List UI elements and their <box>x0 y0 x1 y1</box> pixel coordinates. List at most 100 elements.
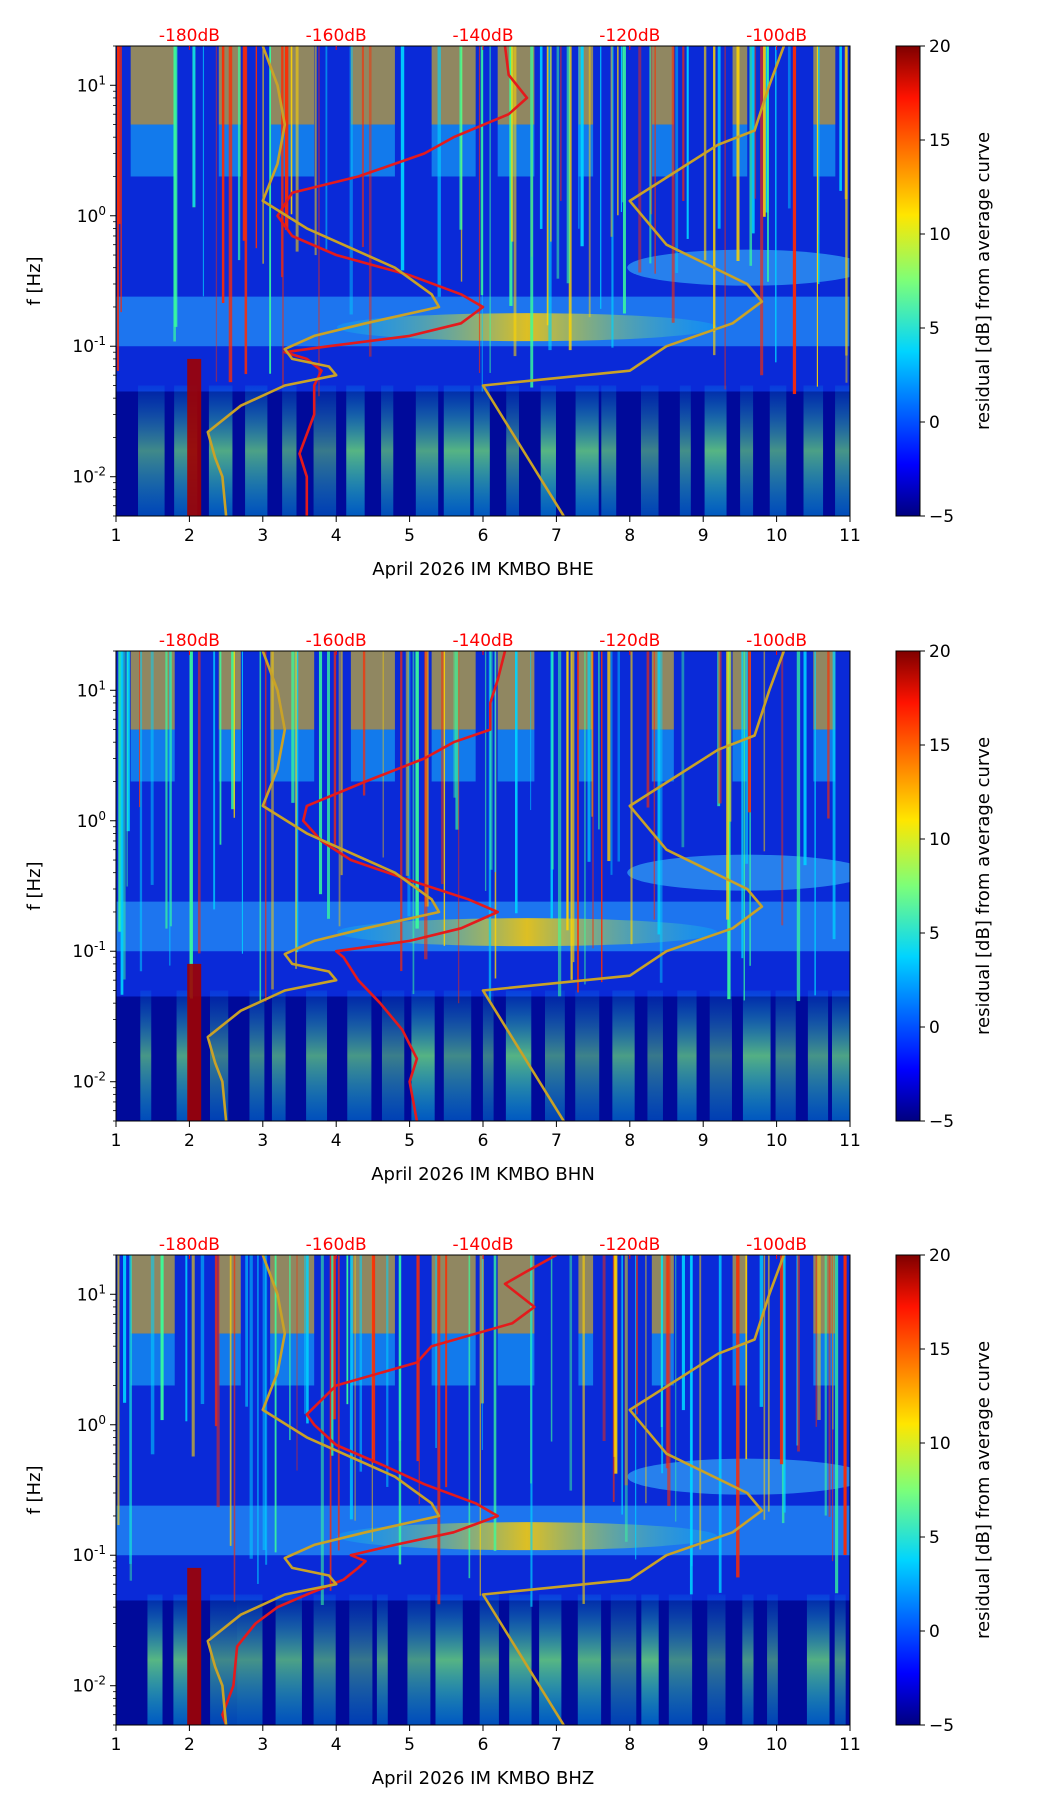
x-tick-label: 3 <box>257 526 268 546</box>
y-tick-label: 10-2 <box>72 1674 106 1697</box>
average-psd-line <box>276 46 529 516</box>
y-tick-label: 101 <box>77 678 106 701</box>
colorbar-tick-label: −5 <box>929 1716 954 1736</box>
x-tick-label: 11 <box>839 1131 861 1151</box>
colorbar <box>895 650 921 1122</box>
x-tick-label: 6 <box>478 1131 489 1151</box>
x-tick-label: 5 <box>404 1735 415 1755</box>
colorbar-tick-label: 15 <box>929 131 951 151</box>
x-axis-label: April 2026 IM KMBO BHE <box>372 559 593 580</box>
x-tick-label: 10 <box>766 526 788 546</box>
noise-model-line <box>206 1255 441 1725</box>
x-tick-label: 1 <box>111 526 122 546</box>
db-axis-label: -140dB <box>452 26 513 46</box>
x-tick-label: 8 <box>624 526 635 546</box>
x-tick-label: 9 <box>698 526 709 546</box>
x-tick-label: 4 <box>331 1735 342 1755</box>
x-tick-label: 3 <box>257 1735 268 1755</box>
colorbar-tick-label: 20 <box>929 642 951 662</box>
colorbar-tick-label: 10 <box>929 830 951 850</box>
db-axis-label: -100dB <box>746 631 807 651</box>
x-tick-label: 2 <box>184 1131 195 1151</box>
x-axis-label: April 2026 IM KMBO BHN <box>371 1164 595 1185</box>
colorbar-label: residual [dB] from average curve <box>973 1341 994 1639</box>
y-tick-label: 100 <box>77 809 106 832</box>
x-tick-label: 3 <box>257 1131 268 1151</box>
y-axis-label: f [Hz] <box>24 861 45 910</box>
colorbar-tick-label: 0 <box>929 1622 940 1642</box>
y-tick-label: 10-2 <box>72 1070 106 1093</box>
db-axis-label: -180dB <box>159 1235 220 1255</box>
db-axis-label: -100dB <box>746 1235 807 1255</box>
average-psd-line <box>221 1255 558 1725</box>
colorbar-tick-label: 15 <box>929 736 951 756</box>
x-tick-label: 7 <box>551 1131 562 1151</box>
y-tick-label: 101 <box>77 73 106 96</box>
x-tick-label: 2 <box>184 526 195 546</box>
db-axis-label: -140dB <box>452 1235 513 1255</box>
colorbar-tick-label: −5 <box>929 507 954 527</box>
x-axis-label: April 2026 IM KMBO BHZ <box>372 1768 594 1789</box>
noise-model-line <box>206 651 441 1121</box>
x-tick-label: 9 <box>698 1131 709 1151</box>
y-axis-label: f [Hz] <box>24 1465 45 1514</box>
colorbar-tick-label: −5 <box>929 1112 954 1132</box>
x-tick-label: 4 <box>331 1131 342 1151</box>
colorbar <box>895 45 921 517</box>
db-axis-label: -120dB <box>599 26 660 46</box>
x-tick-label: 6 <box>478 1735 489 1755</box>
x-tick-label: 1 <box>111 1131 122 1151</box>
noise-model-line <box>481 651 786 1121</box>
x-tick-label: 8 <box>624 1735 635 1755</box>
x-tick-label: 7 <box>551 1735 562 1755</box>
x-tick-label: 9 <box>698 1735 709 1755</box>
db-axis-label: -120dB <box>599 1235 660 1255</box>
colorbar-label: residual [dB] from average curve <box>973 132 994 430</box>
x-tick-label: 5 <box>404 1131 415 1151</box>
x-tick-label: 1 <box>111 1735 122 1755</box>
db-axis-label: -180dB <box>159 26 220 46</box>
colorbar-tick-label: 20 <box>929 37 951 57</box>
x-tick-label: 10 <box>766 1131 788 1151</box>
x-tick-label: 4 <box>331 526 342 546</box>
y-tick-label: 10-1 <box>72 939 106 962</box>
x-tick-label: 8 <box>624 1131 635 1151</box>
db-axis-label: -160dB <box>306 631 367 651</box>
x-tick-label: 6 <box>478 526 489 546</box>
db-axis-label: -120dB <box>599 631 660 651</box>
noise-model-line <box>481 46 786 516</box>
noise-model-line <box>206 46 441 516</box>
y-axis-label: f [Hz] <box>24 256 45 305</box>
colorbar-tick-label: 10 <box>929 225 951 245</box>
db-axis-label: -180dB <box>159 631 220 651</box>
x-tick-label: 11 <box>839 1735 861 1755</box>
x-tick-label: 5 <box>404 526 415 546</box>
spectrogram-heatmap <box>116 46 850 516</box>
noise-model-line <box>481 1255 786 1725</box>
colorbar-tick-label: 5 <box>929 924 940 944</box>
x-tick-label: 10 <box>766 1735 788 1755</box>
x-tick-label: 7 <box>551 526 562 546</box>
y-tick-label: 10-1 <box>72 1543 106 1566</box>
spectrogram-heatmap <box>116 1255 850 1725</box>
y-tick-label: 10-2 <box>72 465 106 488</box>
db-axis-label: -160dB <box>306 26 367 46</box>
colorbar-tick-label: 5 <box>929 319 940 339</box>
y-tick-label: 100 <box>77 204 106 227</box>
colorbar-tick-label: 10 <box>929 1434 951 1454</box>
colorbar-tick-label: 20 <box>929 1246 951 1266</box>
colorbar-tick-label: 0 <box>929 1018 940 1038</box>
db-axis-label: -140dB <box>452 631 513 651</box>
x-tick-label: 2 <box>184 1735 195 1755</box>
colorbar <box>895 1254 921 1726</box>
colorbar-label: residual [dB] from average curve <box>973 737 994 1035</box>
spectrogram-heatmap <box>116 651 850 1121</box>
colorbar-tick-label: 0 <box>929 413 940 433</box>
average-psd-line <box>301 651 507 1121</box>
y-tick-label: 100 <box>77 1413 106 1436</box>
db-axis-label: -100dB <box>746 26 807 46</box>
